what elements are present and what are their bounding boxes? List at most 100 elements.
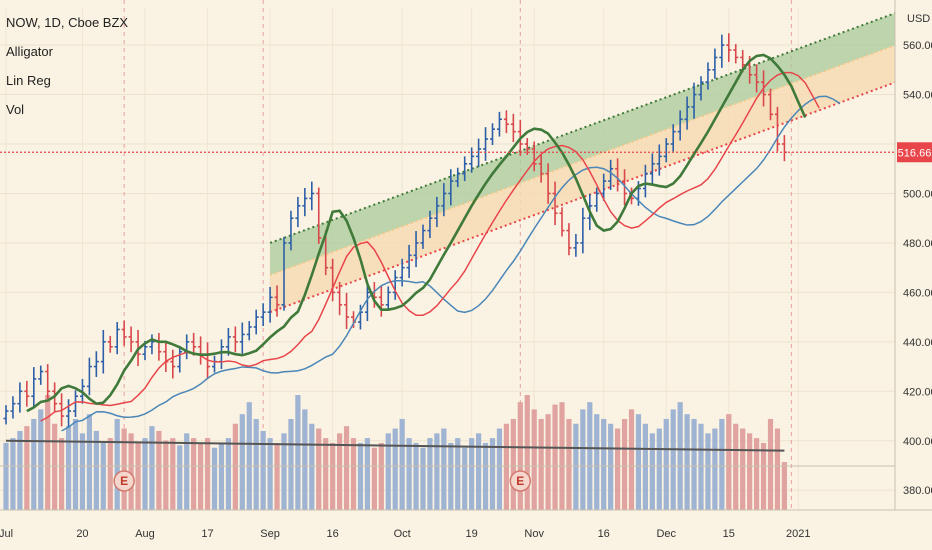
ohlc-bar[interactable] bbox=[733, 44, 739, 64]
alligator-lips-line bbox=[26, 53, 807, 413]
ohlc-bar[interactable] bbox=[274, 285, 280, 317]
indicator-volume[interactable]: Vol bbox=[6, 102, 25, 117]
ohlc-bar[interactable] bbox=[642, 164, 648, 198]
ohlc-bar[interactable] bbox=[503, 110, 509, 134]
ohlc-bar[interactable] bbox=[66, 399, 72, 428]
ohlc-bar[interactable] bbox=[663, 138, 669, 163]
ohlc-bar[interactable] bbox=[378, 285, 384, 317]
ohlc-bar[interactable] bbox=[774, 106, 780, 152]
ohlc-bar[interactable] bbox=[330, 258, 336, 302]
symbol-title[interactable]: NOW, 1D, Cboe BZX bbox=[6, 15, 129, 30]
ohlc-bar[interactable] bbox=[239, 322, 245, 354]
indicator-alligator[interactable]: Alligator bbox=[6, 44, 53, 59]
ohlc-bar[interactable] bbox=[24, 380, 30, 407]
ohlc-bar[interactable] bbox=[490, 123, 495, 145]
ohlc-bar[interactable] bbox=[559, 207, 565, 237]
ohlc-bar[interactable] bbox=[253, 309, 259, 335]
ohlc-bar[interactable] bbox=[17, 382, 23, 413]
ohlc-bar[interactable] bbox=[3, 405, 9, 425]
ohlc-bar[interactable] bbox=[357, 304, 363, 330]
ohlc-bar[interactable] bbox=[406, 244, 412, 279]
ohlc-bar[interactable] bbox=[232, 326, 238, 353]
ohlc-bar[interactable] bbox=[580, 207, 586, 254]
ohlc-bar[interactable] bbox=[608, 159, 614, 191]
y-tick-label: 560.00 bbox=[903, 40, 932, 52]
ohlc-bar[interactable] bbox=[698, 76, 704, 101]
ohlc-bar[interactable] bbox=[100, 329, 106, 374]
ohlc-bar[interactable] bbox=[649, 153, 655, 185]
ohlc-bar[interactable] bbox=[309, 181, 315, 211]
ohlc-bar[interactable] bbox=[462, 156, 468, 182]
ohlc-bar[interactable] bbox=[510, 113, 516, 143]
indicator-linreg[interactable]: Lin Reg bbox=[6, 73, 51, 88]
ohlc-bar[interactable] bbox=[524, 138, 530, 155]
ohlc-bar[interactable] bbox=[420, 224, 426, 249]
ohlc-bar[interactable] bbox=[622, 169, 628, 206]
ohlc-bar[interactable] bbox=[726, 33, 732, 62]
ohlc-bar[interactable] bbox=[281, 236, 287, 311]
volume-bar bbox=[580, 409, 586, 510]
ohlc-bar[interactable] bbox=[128, 326, 134, 353]
ohlc-bar[interactable] bbox=[121, 320, 127, 346]
ohlc-bar[interactable] bbox=[93, 351, 99, 377]
ohlc-bar[interactable] bbox=[344, 292, 350, 329]
ohlc-bar[interactable] bbox=[302, 188, 308, 217]
ohlc-bar[interactable] bbox=[38, 365, 44, 385]
ohlc-bar[interactable] bbox=[392, 270, 398, 300]
volume-bar bbox=[413, 442, 419, 510]
ohlc-bar[interactable] bbox=[705, 62, 711, 90]
ohlc-bar[interactable] bbox=[260, 303, 266, 327]
volume-bar bbox=[330, 442, 336, 510]
ohlc-bar[interactable] bbox=[337, 281, 343, 316]
ohlc-bar[interactable] bbox=[476, 138, 482, 167]
ohlc-bar[interactable] bbox=[469, 147, 475, 173]
ohlc-bar[interactable] bbox=[483, 127, 489, 161]
volume-bar bbox=[615, 428, 621, 510]
ohlc-bar[interactable] bbox=[399, 258, 405, 287]
ohlc-bar[interactable] bbox=[573, 234, 579, 257]
ohlc-bar[interactable] bbox=[86, 357, 92, 396]
ohlc-bar[interactable] bbox=[427, 210, 433, 238]
ohlc-bar[interactable] bbox=[434, 196, 440, 228]
ohlc-bar[interactable] bbox=[677, 110, 683, 141]
ohlc-bar[interactable] bbox=[712, 48, 718, 79]
ohlc-bar[interactable] bbox=[10, 396, 16, 419]
ohlc-bar[interactable] bbox=[295, 196, 301, 228]
ohlc-bar[interactable] bbox=[31, 367, 37, 409]
ohlc-bar[interactable] bbox=[566, 223, 572, 256]
ohlc-bar[interactable] bbox=[288, 210, 294, 251]
ohlc-bar[interactable] bbox=[316, 187, 322, 244]
ohlc-bar[interactable] bbox=[455, 167, 461, 188]
ohlc-bar[interactable] bbox=[45, 364, 51, 399]
ohlc-bar[interactable] bbox=[754, 64, 760, 93]
ohlc-bar[interactable] bbox=[531, 141, 537, 172]
ohlc-bar[interactable] bbox=[552, 181, 558, 226]
ohlc-bar[interactable] bbox=[719, 34, 725, 68]
ohlc-bar[interactable] bbox=[149, 334, 155, 355]
ohlc-bar[interactable] bbox=[496, 111, 502, 137]
ohlc-bar[interactable] bbox=[385, 286, 391, 311]
ohlc-bar[interactable] bbox=[107, 335, 113, 353]
ohlc-bar[interactable] bbox=[191, 332, 197, 356]
ohlc-bar[interactable] bbox=[114, 322, 120, 355]
ohlc-bar[interactable] bbox=[545, 163, 551, 204]
ohlc-bar[interactable] bbox=[177, 345, 183, 373]
ohlc-bar[interactable] bbox=[246, 321, 252, 341]
ohlc-bar[interactable] bbox=[413, 231, 419, 268]
ohlc-bar[interactable] bbox=[670, 124, 676, 152]
ohlc-bar[interactable] bbox=[448, 169, 454, 206]
ohlc-bar[interactable] bbox=[73, 390, 78, 418]
ohlc-bar[interactable] bbox=[691, 82, 697, 119]
ohlc-bar[interactable] bbox=[538, 154, 544, 183]
ohlc-bar[interactable] bbox=[170, 349, 176, 379]
alligator-teeth-line bbox=[40, 71, 820, 422]
volume-bar bbox=[135, 442, 141, 510]
ohlc-bar[interactable] bbox=[441, 183, 447, 217]
ohlc-bar[interactable] bbox=[594, 187, 600, 212]
ohlc-bar[interactable] bbox=[267, 286, 273, 323]
ohlc-bar[interactable] bbox=[768, 88, 773, 121]
volume-bar bbox=[38, 409, 44, 510]
ohlc-bar[interactable] bbox=[656, 144, 662, 176]
ohlc-bar[interactable] bbox=[684, 96, 690, 130]
